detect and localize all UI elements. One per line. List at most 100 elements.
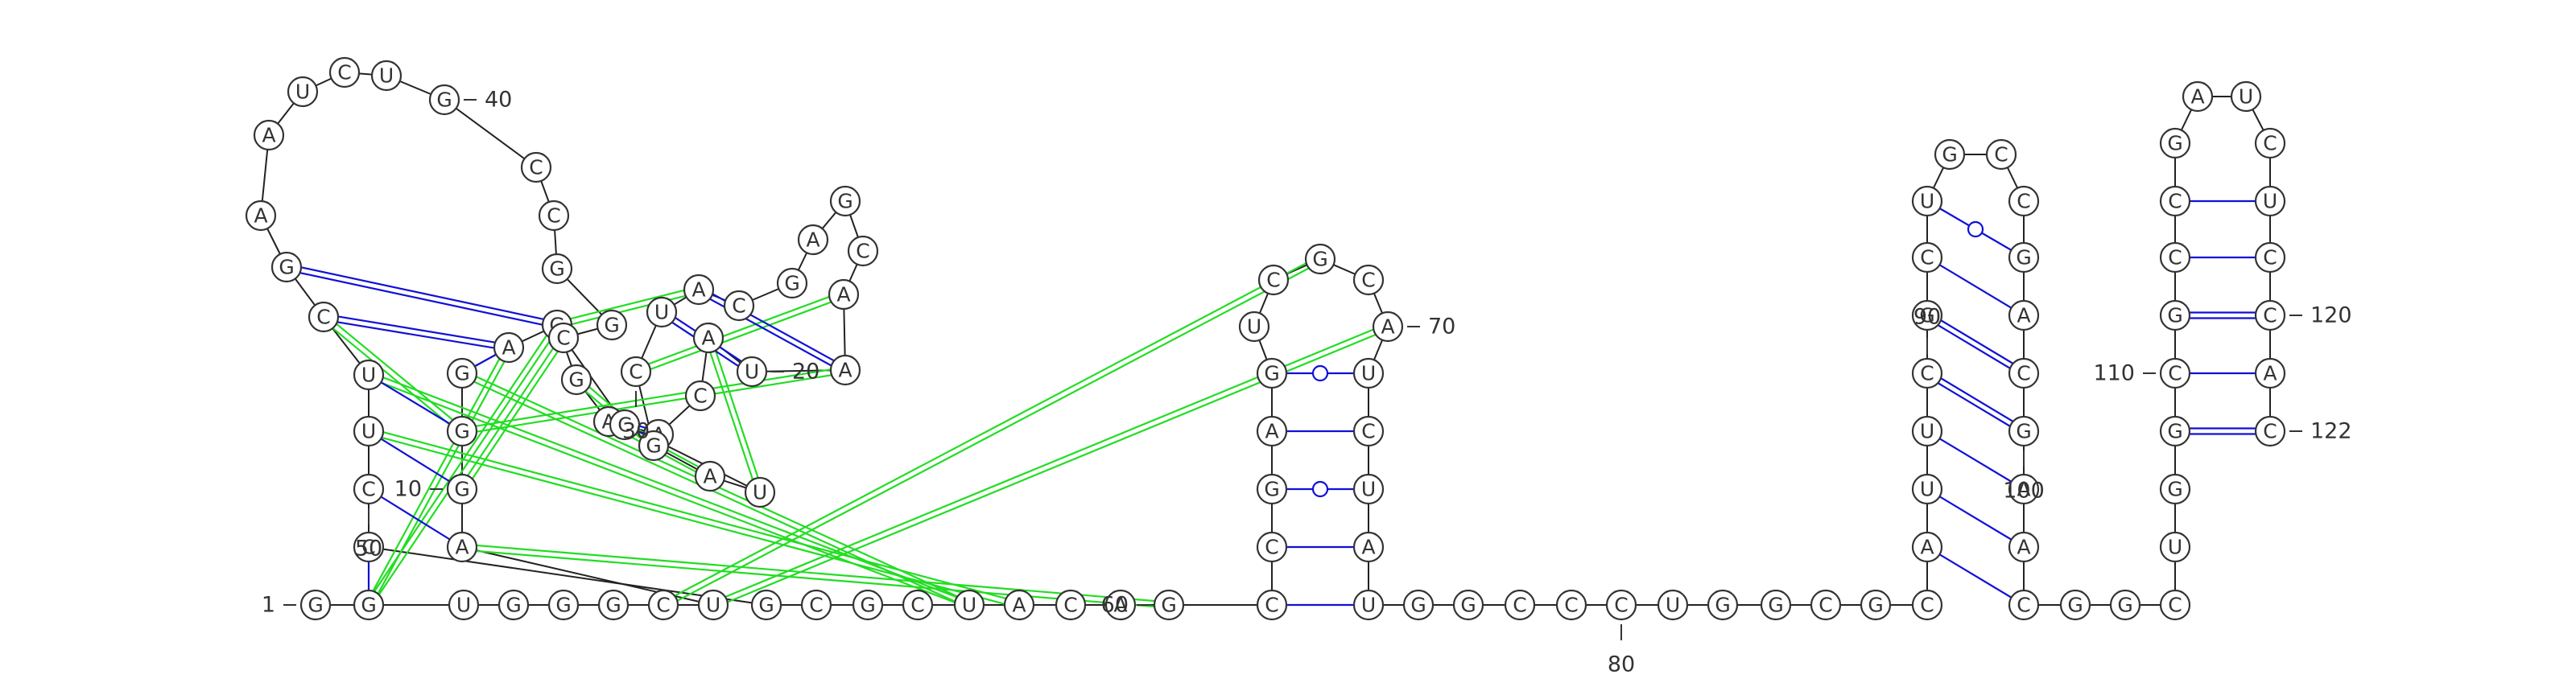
nucleotide: C bbox=[2159, 357, 2191, 389]
nucleotide-letter: G bbox=[1264, 362, 1279, 385]
nucleotide-letter: G bbox=[1264, 478, 1279, 501]
base-pair-line bbox=[324, 313, 510, 346]
nucleotide: G bbox=[1452, 589, 1484, 621]
nucleotide-letter: A bbox=[2017, 478, 2030, 501]
nucleotide-letter: C bbox=[693, 385, 707, 408]
nucleotide: U bbox=[448, 589, 480, 621]
nucleotide-circle bbox=[1238, 311, 1270, 343]
nucleotide-letter: C bbox=[1513, 594, 1526, 617]
base-pair-line bbox=[368, 488, 463, 548]
nucleotide-letter: G bbox=[1868, 594, 1883, 617]
nucleotide-circle bbox=[609, 409, 641, 441]
nucleotide-letter: A bbox=[502, 336, 515, 360]
nucleotide-letter: A bbox=[1265, 420, 1278, 443]
index-label: 10 bbox=[394, 477, 422, 502]
base-pair-line bbox=[323, 319, 509, 352]
nucleotide-circle bbox=[1555, 589, 1587, 621]
nucleotide: C bbox=[847, 235, 879, 267]
pseudoknot-line bbox=[463, 339, 567, 492]
nucleotide: A bbox=[692, 322, 724, 354]
nucleotide-circle bbox=[446, 415, 478, 447]
nucleotide: C bbox=[1911, 357, 1943, 389]
nucleotide-circle bbox=[1911, 531, 1943, 563]
nucleotide: G bbox=[2159, 415, 2191, 447]
nucleotide: C bbox=[2254, 127, 2286, 159]
nucleotide: C bbox=[547, 322, 580, 354]
nucleotide-letter: C bbox=[556, 327, 570, 350]
pseudoknot-line bbox=[555, 286, 699, 323]
nucleotide-circle bbox=[2008, 185, 2040, 217]
nucleotide-letter: C bbox=[361, 478, 375, 501]
index-label: 100 bbox=[2003, 479, 2045, 504]
nucleotide-letter: U bbox=[2263, 190, 2277, 213]
nucleotide-circle bbox=[520, 151, 552, 183]
nucleotide-circle bbox=[694, 460, 726, 492]
nucleotide-letter: G bbox=[506, 594, 521, 617]
nucleotide-circle bbox=[1911, 241, 1943, 274]
nucleotide-letter: A bbox=[262, 124, 275, 147]
nucleotide-circle bbox=[1257, 264, 1290, 296]
nucleotide-letter: G bbox=[1919, 304, 1934, 327]
nucleotide-letter: A bbox=[691, 278, 705, 302]
nucleotide: A bbox=[1104, 589, 1137, 621]
nucleotide-circle bbox=[370, 60, 402, 92]
nucleotide-letter: A bbox=[2017, 304, 2030, 327]
nucleotide: A bbox=[2182, 80, 2214, 113]
nucleotide: G bbox=[1256, 473, 1288, 505]
nucleotide-letter: A bbox=[455, 536, 469, 559]
nucleotide: A bbox=[446, 531, 478, 563]
nucleotide-circle bbox=[2109, 589, 2141, 621]
nucleotide-circle bbox=[353, 589, 385, 621]
nucleotide-letter: C bbox=[1266, 269, 1280, 292]
nucleotide-circle bbox=[1911, 185, 1943, 217]
pseudoknot-line bbox=[664, 261, 1323, 609]
nucleotide-letter: A bbox=[836, 283, 850, 306]
pseudoknot-line bbox=[661, 255, 1319, 603]
base-pair-line bbox=[696, 291, 844, 374]
nucleotide: U bbox=[353, 359, 385, 391]
nucleotide-letter: C bbox=[1614, 594, 1628, 617]
nucleotide-letter: G bbox=[1410, 594, 1426, 617]
nucleotide-circle bbox=[744, 476, 776, 508]
base-pair-line bbox=[286, 269, 557, 329]
nucleotide: A bbox=[828, 278, 860, 311]
nucleotide-letter: C bbox=[316, 306, 330, 329]
nucleotide-letter: C bbox=[2263, 304, 2277, 327]
nucleotide-circle bbox=[253, 119, 285, 151]
nucleotide-letter: C bbox=[1994, 143, 2008, 167]
nucleotide: G bbox=[446, 357, 478, 389]
wobble-pair-marker bbox=[1967, 220, 1984, 238]
nucleotide-circle bbox=[270, 251, 303, 283]
nucleotide-letter: A bbox=[1361, 536, 1375, 559]
nucleotide: G bbox=[446, 473, 478, 505]
index-label: 110 bbox=[2093, 361, 2135, 386]
nucleotide-circle bbox=[829, 185, 861, 217]
base-pair-line bbox=[1928, 370, 2026, 430]
nucleotide-circle bbox=[1911, 415, 1943, 447]
nucleotide-circle bbox=[328, 56, 361, 88]
nucleotide: G bbox=[1707, 589, 1739, 621]
nucleotide-circle bbox=[1402, 589, 1435, 621]
nucleotide-layer: GGUGGGCUAGGGAGGAACAUAACGAGCAUCGAUCCGGCCG… bbox=[245, 56, 2286, 621]
nucleotide-circle bbox=[2159, 127, 2191, 159]
nucleotide-letter: A bbox=[1381, 315, 1394, 339]
nucleotide-circle bbox=[1911, 589, 1943, 621]
nucleotide-circle bbox=[497, 589, 530, 621]
nucleotide: C bbox=[2254, 241, 2286, 274]
nucleotide-letter: C bbox=[809, 594, 823, 617]
nucleotide-circle bbox=[1352, 531, 1385, 563]
nucleotide-circle bbox=[2159, 299, 2191, 331]
nucleotide-circle bbox=[1934, 138, 1966, 171]
nucleotide-circle bbox=[446, 357, 478, 389]
nucleotide: G bbox=[1911, 299, 1943, 331]
nucleotide-letter: G bbox=[605, 594, 621, 617]
nucleotide-circle bbox=[541, 253, 573, 285]
index-label: 50 bbox=[355, 537, 382, 562]
nucleotide-letter: G bbox=[2016, 246, 2031, 269]
nucleotide-letter: G bbox=[1715, 594, 1730, 617]
nucleotide-letter: G bbox=[1460, 594, 1476, 617]
nucleotide: C bbox=[1256, 589, 1288, 621]
nucleotide: G bbox=[2159, 127, 2191, 159]
